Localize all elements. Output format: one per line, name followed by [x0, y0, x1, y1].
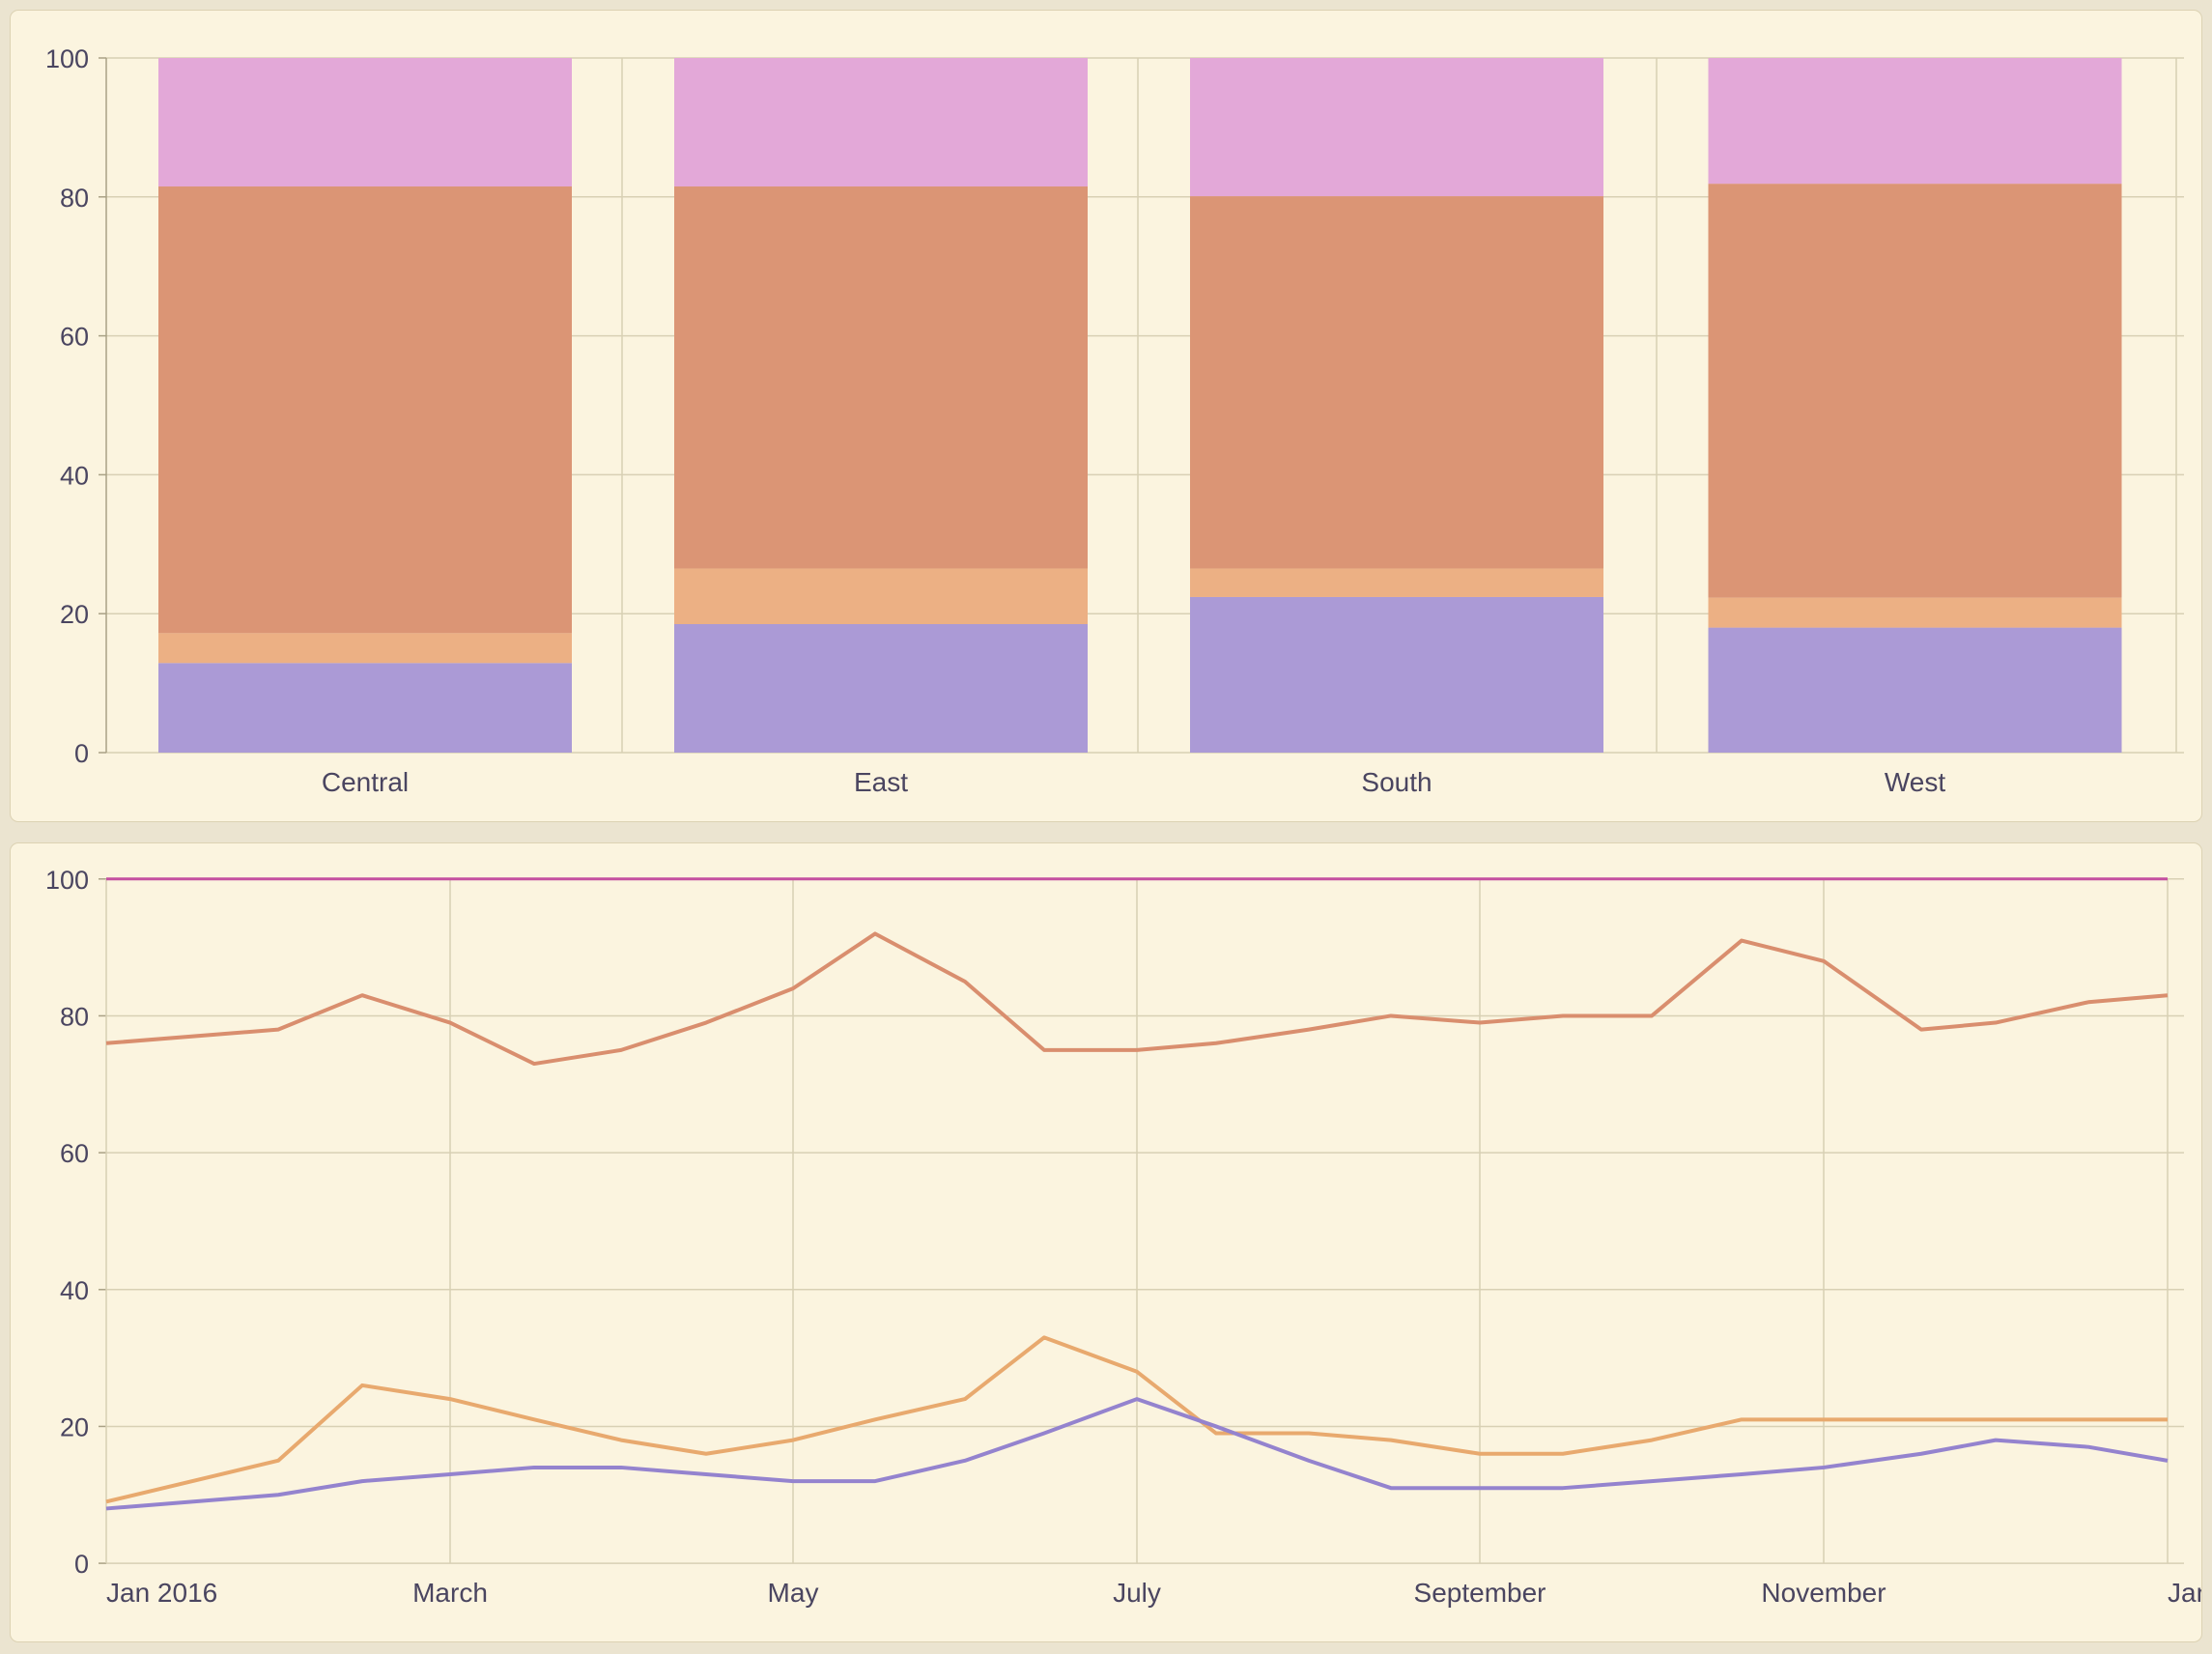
svg-text:20: 20	[60, 600, 89, 629]
svg-text:South: South	[1361, 767, 1432, 797]
svg-text:Jan 2016: Jan 2016	[106, 1578, 217, 1608]
svg-text:West: West	[1885, 767, 1945, 797]
svg-text:November: November	[1761, 1578, 1886, 1608]
svg-text:100: 100	[45, 866, 89, 895]
svg-text:40: 40	[60, 1276, 89, 1305]
svg-text:May: May	[768, 1578, 819, 1608]
svg-text:0: 0	[74, 1550, 89, 1579]
svg-text:Jan 2017: Jan 2017	[2168, 1578, 2202, 1608]
svg-text:20: 20	[60, 1412, 89, 1441]
svg-text:60: 60	[60, 1139, 89, 1168]
svg-text:100: 100	[45, 44, 89, 73]
svg-text:0: 0	[74, 739, 89, 768]
svg-text:East: East	[854, 767, 908, 797]
svg-text:July: July	[1113, 1578, 1161, 1608]
svg-text:Central: Central	[322, 767, 409, 797]
svg-text:September: September	[1414, 1578, 1546, 1608]
svg-text:40: 40	[60, 461, 89, 490]
svg-text:80: 80	[60, 184, 89, 213]
svg-text:60: 60	[60, 323, 89, 352]
svg-text:March: March	[412, 1578, 488, 1608]
svg-text:80: 80	[60, 1002, 89, 1031]
